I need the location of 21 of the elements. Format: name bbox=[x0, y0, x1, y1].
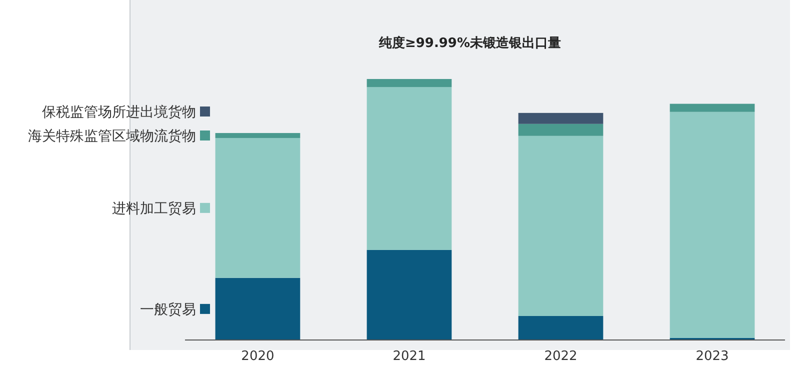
bar bbox=[670, 104, 755, 112]
x-tick-label: 2023 bbox=[696, 349, 729, 364]
legend-label: 进料加工贸易 bbox=[112, 200, 196, 217]
bar bbox=[366, 250, 452, 340]
bar bbox=[518, 112, 604, 124]
legend-label: 保税监管场所进出境货物 bbox=[42, 104, 196, 121]
bar bbox=[518, 316, 604, 340]
x-tick-label: 2020 bbox=[241, 349, 274, 364]
bar bbox=[215, 133, 300, 138]
bar bbox=[518, 124, 604, 136]
bar bbox=[366, 79, 452, 88]
x-tick-label: 2021 bbox=[392, 349, 426, 364]
chart-title: 纯度≥99.99%未锻造银出口量 bbox=[378, 35, 562, 51]
legend-label: 海关特殊监管区域物流货物 bbox=[28, 128, 196, 145]
bar bbox=[366, 87, 452, 250]
bar bbox=[215, 138, 300, 278]
legend-label: 一般贸易 bbox=[140, 302, 196, 318]
bar bbox=[215, 278, 300, 340]
bar bbox=[670, 112, 755, 338]
x-tick-label: 2022 bbox=[544, 349, 578, 364]
bar bbox=[518, 136, 604, 316]
